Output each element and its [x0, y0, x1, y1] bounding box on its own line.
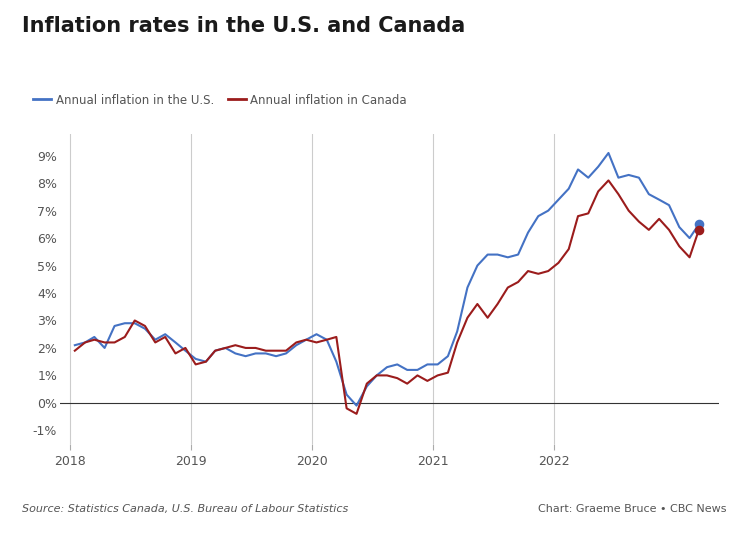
Text: Chart: Graeme Bruce • CBC News: Chart: Graeme Bruce • CBC News — [538, 503, 727, 514]
Point — [693, 226, 705, 234]
Text: Inflation rates in the U.S. and Canada: Inflation rates in the U.S. and Canada — [22, 16, 466, 36]
Point — [693, 220, 705, 228]
Text: Source: Statistics Canada, U.S. Bureau of Labour Statistics: Source: Statistics Canada, U.S. Bureau o… — [22, 503, 349, 514]
Legend: Annual inflation in the U.S., Annual inflation in Canada: Annual inflation in the U.S., Annual inf… — [28, 89, 412, 111]
